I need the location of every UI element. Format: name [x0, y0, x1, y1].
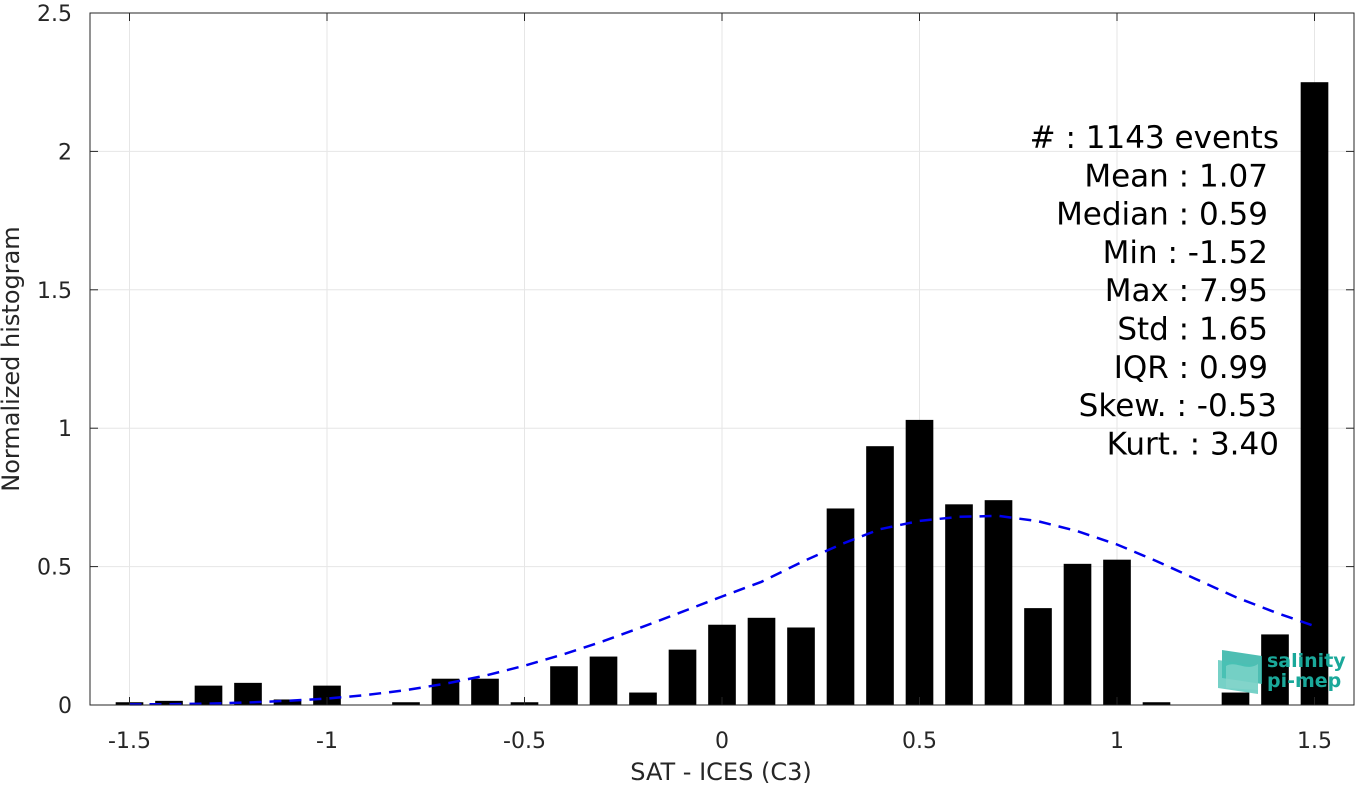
- histogram-bar: [1142, 702, 1171, 705]
- y-tick-label: 0: [58, 694, 72, 719]
- x-tick-labels: -1.5 -1 -0.5 0 0.5 1 1.5: [108, 729, 1332, 754]
- histogram-bar: [629, 692, 657, 705]
- x-tick-label: 1.5: [1297, 729, 1332, 754]
- y-tick-labels: 0 0.5 1 1.5 2 2.5: [37, 2, 72, 719]
- histogram-bar: [589, 656, 618, 705]
- stat-line: Std : 1.65: [1117, 312, 1268, 348]
- histogram-bar: [273, 699, 302, 705]
- logo-line-1: salinity: [1267, 650, 1346, 672]
- histogram-bar: [1261, 634, 1289, 705]
- y-tick-label: 1.5: [37, 279, 72, 304]
- y-tick-label: 2: [58, 140, 72, 165]
- x-tick-label: 0: [715, 729, 729, 754]
- histogram-bar: [1063, 563, 1092, 705]
- histogram-bar: [194, 685, 223, 705]
- axis-ticks: [90, 12, 1354, 706]
- histogram-bar: [234, 682, 262, 705]
- stat-line: IQR : 0.99: [1114, 350, 1268, 386]
- y-tick-label: 1: [58, 417, 72, 442]
- histogram-bar: [392, 702, 420, 705]
- x-tick-label: -1: [316, 729, 338, 754]
- salinity-pi-mep-logo: salinity pi-mep: [1218, 650, 1346, 694]
- histogram-bar: [1024, 608, 1052, 705]
- stat-line: Mean : 1.07: [1084, 158, 1268, 194]
- x-tick-label: 1: [1110, 729, 1124, 754]
- histogram-bar: [668, 649, 697, 705]
- y-tick-label: 2.5: [37, 2, 72, 27]
- stat-line: Median : 0.59: [1056, 197, 1268, 233]
- histogram-bar: [826, 508, 855, 705]
- histogram-bar: [905, 419, 934, 705]
- histogram-bar: [866, 446, 894, 705]
- histogram-bar: [1300, 82, 1329, 705]
- histogram-bar: [155, 700, 183, 705]
- logo-wave-icon: [1218, 650, 1262, 694]
- logo-line-2: pi-mep: [1267, 670, 1341, 692]
- histogram-bar: [471, 678, 499, 705]
- x-tick-label: -1.5: [108, 729, 151, 754]
- stat-line: Min : -1.52: [1103, 235, 1268, 271]
- y-tick-label: 0.5: [37, 556, 72, 581]
- histogram-bar: [1221, 692, 1250, 705]
- x-axis-title: SAT - ICES (C3): [630, 758, 811, 785]
- histogram-bar: [1103, 559, 1131, 705]
- histogram-bar: [984, 500, 1013, 705]
- histogram-bar: [787, 627, 815, 705]
- histogram-bar: [747, 617, 776, 705]
- stat-line: Skew. : -0.53: [1079, 388, 1277, 424]
- normal-fit-curve: [129, 514, 1315, 706]
- x-tick-label: 0.5: [902, 729, 937, 754]
- histogram-bar: [550, 666, 578, 705]
- histogram-bar: [708, 624, 736, 705]
- histogram-bar: [945, 504, 973, 705]
- stat-line: # : 1143 events: [1030, 120, 1279, 156]
- stat-line: Max : 7.95: [1105, 273, 1268, 309]
- stat-line: Kurt. : 3.40: [1107, 426, 1279, 462]
- x-tick-label: -0.5: [503, 729, 546, 754]
- y-axis-title: Normalized histogram: [0, 226, 25, 491]
